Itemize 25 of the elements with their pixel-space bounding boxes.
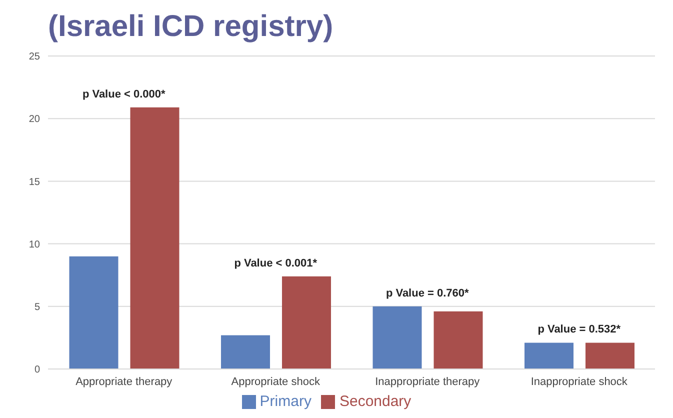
y-tick-label: 20 [28,114,40,126]
bar [69,256,118,369]
bar [282,276,331,369]
legend-label: Secondary [339,393,412,410]
x-tick-label: Inappropriate therapy [375,376,480,388]
annotation: p Value < 0.000* [82,88,166,100]
annotation: p Value = 0.532* [538,324,622,336]
x-tick-label: Appropriate therapy [76,376,173,388]
x-tick-label: Inappropriate shock [530,376,628,388]
y-tick-label: 15 [28,176,40,188]
y-tick-label: 10 [28,239,40,250]
bar [585,342,634,369]
y-tick-label: 25 [28,52,40,63]
bar [372,306,422,369]
bar [220,335,270,369]
bar [434,311,483,369]
y-tick-label: 0 [34,364,40,376]
bar [524,342,574,369]
annotation: p Value = 0.760* [386,287,470,300]
legend-label: Primary [260,393,312,410]
chart-title: (Israeli ICD registry) [47,9,334,45]
bar [130,107,180,369]
y-tick-label: 5 [34,302,40,313]
x-tick-label: Appropriate shock [231,376,320,388]
annotation: p Value < 0.001* [234,257,318,270]
